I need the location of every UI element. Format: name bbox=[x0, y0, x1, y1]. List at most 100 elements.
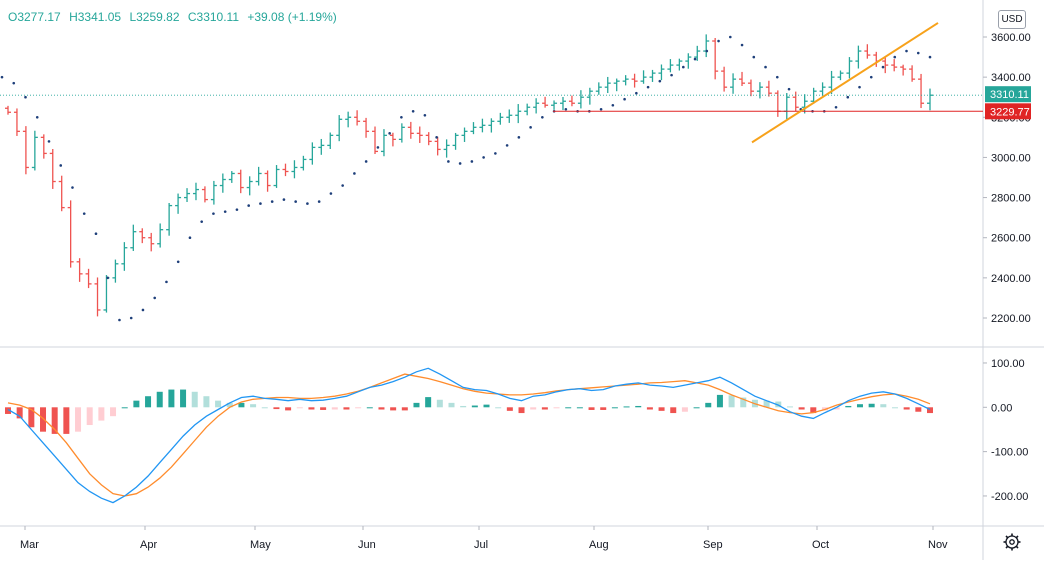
sar-dot bbox=[35, 115, 39, 119]
ohlc-bar bbox=[49, 148, 56, 189]
macd-histogram-bar bbox=[168, 389, 175, 408]
ohlc-bar bbox=[407, 121, 414, 139]
ohlc-bar bbox=[676, 58, 683, 71]
time-tick-label: Jun bbox=[358, 539, 376, 551]
sar-dot bbox=[752, 55, 756, 59]
sar-dot bbox=[646, 85, 650, 89]
ohlc-bar bbox=[497, 112, 504, 125]
ohlc-bar bbox=[721, 66, 728, 92]
macd-histogram-bar bbox=[238, 402, 245, 408]
macd-tick-label: -200.00 bbox=[991, 491, 1028, 503]
ohlc-bar bbox=[434, 136, 441, 156]
macd-histogram-bar bbox=[133, 400, 140, 408]
ohlc-bar bbox=[855, 45, 862, 69]
sar-dot bbox=[423, 113, 427, 117]
sar-dot bbox=[435, 136, 438, 139]
macd-histogram-bar bbox=[16, 407, 23, 419]
macd-histogram-bar bbox=[600, 407, 607, 410]
sar-dot bbox=[294, 200, 297, 203]
sar-dot bbox=[71, 186, 74, 189]
sar-dot bbox=[564, 107, 568, 111]
sar-dot bbox=[306, 202, 309, 205]
sar-dot bbox=[541, 115, 544, 119]
ohlc-bar bbox=[891, 59, 898, 72]
sar-dot bbox=[705, 49, 709, 53]
sar-dot bbox=[24, 95, 27, 99]
last-price-tag-bg bbox=[985, 86, 1031, 103]
sar-dot bbox=[129, 316, 133, 320]
macd-histogram-bar bbox=[763, 400, 770, 408]
ohlc-bar bbox=[819, 82, 826, 96]
sar-dot bbox=[82, 212, 86, 215]
macd-histogram-bar bbox=[110, 407, 117, 417]
ohlc-bar bbox=[667, 59, 674, 73]
sar-dot bbox=[259, 202, 262, 205]
sar-dot bbox=[494, 152, 497, 155]
ohlc-legend: O3277.17 H3341.05 L3259.82 C3310.11 +39.… bbox=[8, 10, 342, 24]
open-value: O3277.17 bbox=[8, 10, 61, 24]
ohlc-bar bbox=[76, 258, 83, 282]
ohlc-bar bbox=[22, 126, 29, 175]
macd-histogram-bar bbox=[296, 407, 303, 409]
support-price-tag-text: 3229.77 bbox=[990, 106, 1030, 118]
ohlc-bar bbox=[515, 104, 522, 124]
price-tick-label: 3400.00 bbox=[991, 72, 1031, 84]
sar-dot bbox=[329, 192, 333, 195]
ohlc-bar bbox=[157, 223, 164, 248]
macd-histogram-bar bbox=[401, 407, 408, 411]
sar-dot bbox=[635, 91, 638, 95]
ohlc-bar bbox=[380, 129, 387, 157]
macd-signal-line bbox=[7, 373, 931, 497]
ohlc-bar bbox=[864, 44, 871, 59]
ohlc-bar bbox=[5, 105, 11, 115]
macd-histogram-bar bbox=[518, 407, 525, 414]
macd-histogram-bar bbox=[530, 407, 537, 410]
settings-gear-icon[interactable] bbox=[1002, 532, 1022, 552]
macd-histogram-bar bbox=[927, 407, 933, 414]
ohlc-bar bbox=[568, 95, 575, 107]
macd-histogram-bar bbox=[728, 395, 735, 408]
sar-dot bbox=[916, 51, 920, 55]
sar-dot bbox=[846, 95, 850, 99]
macd-histogram-bar bbox=[460, 405, 467, 408]
macd-histogram-bar bbox=[226, 402, 233, 408]
macd-histogram-bar bbox=[611, 407, 618, 409]
time-tick-label: Oct bbox=[812, 539, 829, 551]
currency-button[interactable]: USD bbox=[998, 10, 1026, 29]
ohlc-bar bbox=[40, 134, 47, 159]
macd-histogram-bar bbox=[390, 407, 397, 411]
macd-histogram-bar bbox=[786, 406, 793, 408]
sar-dot bbox=[447, 160, 450, 163]
ohlc-bar bbox=[345, 111, 352, 128]
macd-tick-label: 100.00 bbox=[991, 358, 1025, 370]
macd-histogram-bar bbox=[670, 407, 677, 414]
sar-dot bbox=[270, 200, 274, 203]
sar-dot bbox=[599, 107, 603, 111]
sar-dot bbox=[505, 144, 509, 147]
sar-dot bbox=[729, 35, 732, 39]
ohlc-bar bbox=[327, 132, 334, 149]
ohlc-bar bbox=[801, 94, 808, 114]
macd-histogram-bar bbox=[261, 407, 268, 409]
low-value: L3259.82 bbox=[129, 10, 180, 24]
macd-histogram-bar bbox=[273, 407, 280, 410]
macd-tick-label: -100.00 bbox=[991, 447, 1028, 459]
ohlc-bar bbox=[112, 259, 119, 283]
sar-dot bbox=[59, 164, 63, 167]
sar-dot bbox=[353, 172, 356, 175]
sar-dot bbox=[682, 65, 685, 69]
macd-histogram-bar bbox=[880, 404, 887, 408]
sar-dot bbox=[200, 220, 203, 223]
macd-histogram-bar bbox=[483, 404, 490, 408]
macd-histogram-bar bbox=[378, 407, 385, 410]
sar-dot bbox=[165, 280, 168, 284]
sar-dot bbox=[858, 85, 861, 89]
macd-histogram-bar bbox=[810, 407, 817, 414]
macd-tick-label: 0.00 bbox=[991, 402, 1012, 414]
macd-histogram-bar bbox=[623, 406, 630, 408]
ohlc-bar bbox=[774, 90, 781, 117]
ohlc-bar bbox=[909, 65, 916, 82]
price-tick-label: 2600.00 bbox=[991, 233, 1031, 245]
ohlc-bar bbox=[85, 268, 92, 289]
